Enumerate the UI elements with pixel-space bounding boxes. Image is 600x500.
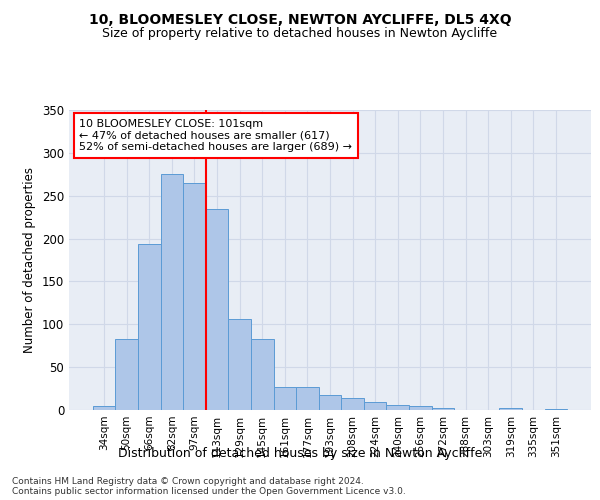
Bar (161, 174, 183, 410)
Text: 10, BLOOMESLEY CLOSE, NEWTON AYCLIFFE, DL5 4XQ: 10, BLOOMESLEY CLOSE, NEWTON AYCLIFFE, D… (89, 12, 511, 26)
Text: Contains HM Land Registry data © Crown copyright and database right 2024.: Contains HM Land Registry data © Crown c… (12, 478, 364, 486)
Bar (386, 405, 409, 410)
Bar (319, 394, 341, 410)
Bar (545, 409, 567, 410)
Bar (229, 319, 251, 410)
Bar (251, 339, 274, 410)
Bar (499, 408, 522, 410)
Bar (206, 208, 229, 410)
Bar (296, 387, 319, 410)
Bar (409, 406, 431, 410)
Bar (183, 183, 206, 410)
Text: Size of property relative to detached houses in Newton Aycliffe: Size of property relative to detached ho… (103, 28, 497, 40)
Text: Contains public sector information licensed under the Open Government Licence v3: Contains public sector information licen… (12, 488, 406, 496)
Bar (341, 398, 364, 410)
Bar (431, 408, 454, 410)
Bar (364, 402, 386, 410)
Text: 10 BLOOMESLEY CLOSE: 101sqm
← 47% of detached houses are smaller (617)
52% of se: 10 BLOOMESLEY CLOSE: 101sqm ← 47% of det… (79, 119, 352, 152)
Bar (274, 387, 296, 410)
Bar (115, 339, 138, 410)
Bar (138, 244, 161, 410)
Bar (93, 406, 115, 410)
Text: Distribution of detached houses by size in Newton Aycliffe: Distribution of detached houses by size … (118, 448, 482, 460)
Y-axis label: Number of detached properties: Number of detached properties (23, 167, 37, 353)
